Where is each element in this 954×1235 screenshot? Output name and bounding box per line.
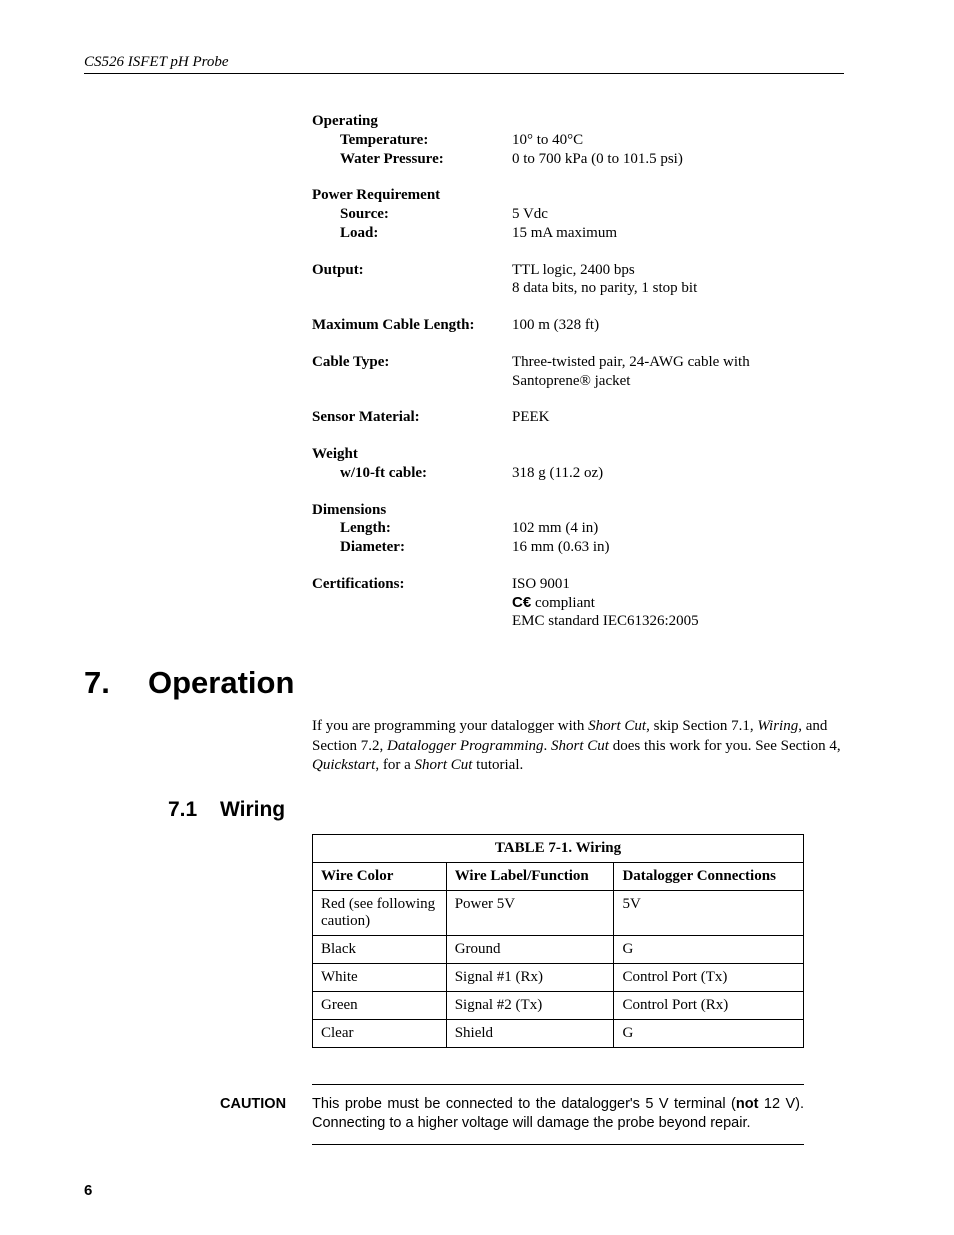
- wiring-col-header: Datalogger Connections: [614, 862, 804, 890]
- running-header: CS526 ISFET pH Probe: [84, 54, 844, 74]
- wiring-cell: Black: [313, 935, 447, 963]
- caution-label: CAUTION: [220, 1095, 286, 1115]
- table-row: Clear Shield G: [313, 1019, 804, 1047]
- spec-source-value: 5 Vdc: [512, 205, 844, 224]
- spec-output-line2: 8 data bits, no parity, 1 stop bit: [512, 279, 844, 298]
- wiring-cell: White: [313, 963, 447, 991]
- section-7-paragraph: If you are programming your datalogger w…: [312, 717, 844, 776]
- spec-sensormat-value: PEEK: [512, 408, 844, 427]
- wiring-table-caption: TABLE 7-1. Wiring: [313, 834, 804, 862]
- spec-dim-title: Dimensions: [312, 501, 512, 520]
- wiring-table: TABLE 7-1. Wiring Wire Color Wire Label/…: [312, 834, 804, 1048]
- wiring-cell: Clear: [313, 1019, 447, 1047]
- wiring-cell: Power 5V: [446, 890, 614, 935]
- spec-temperature-value: 10° to 40°C: [512, 131, 844, 150]
- spec-output-label: Output:: [312, 261, 512, 280]
- wiring-cell: Shield: [446, 1019, 614, 1047]
- spec-load-label: Load:: [312, 224, 512, 243]
- spec-cabletype-line2: Santoprene® jacket: [512, 372, 844, 391]
- table-row: Red (see following caution) Power 5V 5V: [313, 890, 804, 935]
- spec-cablelen-label: Maximum Cable Length:: [312, 316, 512, 335]
- spec-cert-line2: C€ compliant: [512, 594, 844, 613]
- wiring-cell: Red (see following caution): [313, 890, 447, 935]
- wiring-cell: Green: [313, 991, 447, 1019]
- wiring-cell: Control Port (Tx): [614, 963, 804, 991]
- spec-weight-sub-label: w/10-ft cable:: [312, 464, 512, 483]
- spec-dim-diameter-label: Diameter:: [312, 538, 512, 557]
- wiring-cell: Ground: [446, 935, 614, 963]
- spec-pressure-label: Water Pressure:: [312, 150, 512, 169]
- spec-dim-length-label: Length:: [312, 519, 512, 538]
- wiring-cell: Signal #1 (Rx): [446, 963, 614, 991]
- spec-cabletype-line1: Three-twisted pair, 24-AWG cable with: [512, 353, 844, 372]
- section-7-1-number: 7.1: [168, 798, 220, 822]
- table-row: White Signal #1 (Rx) Control Port (Tx): [313, 963, 804, 991]
- spec-cablelen-value: 100 m (328 ft): [512, 316, 844, 335]
- wiring-cell: G: [614, 1019, 804, 1047]
- table-row: Black Ground G: [313, 935, 804, 963]
- spec-output-line1: TTL logic, 2400 bps: [512, 261, 844, 280]
- spec-operating-title: Operating: [312, 112, 512, 131]
- specifications-block: Operating Temperature: 10° to 40°C Water…: [312, 112, 844, 631]
- spec-pressure-value: 0 to 700 kPa (0 to 101.5 psi): [512, 150, 844, 169]
- wiring-cell: 5V: [614, 890, 804, 935]
- spec-temperature-label: Temperature:: [312, 131, 512, 150]
- spec-power-title: Power Requirement: [312, 186, 512, 205]
- wiring-col-header: Wire Color: [313, 862, 447, 890]
- caution-block: CAUTION This probe must be connected to …: [312, 1084, 804, 1145]
- spec-weight-value: 318 g (11.2 oz): [512, 464, 844, 483]
- page-number: 6: [84, 1182, 92, 1199]
- wiring-col-header: Wire Label/Function: [446, 862, 614, 890]
- spec-load-value: 15 mA maximum: [512, 224, 844, 243]
- section-7-1-title: Wiring: [220, 798, 285, 822]
- spec-sensormat-label: Sensor Material:: [312, 408, 512, 427]
- spec-dim-length-value: 102 mm (4 in): [512, 519, 844, 538]
- spec-cert-label: Certifications:: [312, 575, 512, 594]
- spec-cert-line3: EMC standard IEC61326:2005: [512, 612, 844, 631]
- table-row: Green Signal #2 (Tx) Control Port (Rx): [313, 991, 804, 1019]
- section-7-number: 7.: [84, 665, 148, 701]
- spec-cert-line1: ISO 9001: [512, 575, 844, 594]
- section-7-title: Operation: [148, 665, 294, 701]
- wiring-cell: Signal #2 (Tx): [446, 991, 614, 1019]
- wiring-cell: G: [614, 935, 804, 963]
- section-7-1-heading: 7.1 Wiring: [84, 798, 844, 822]
- wiring-cell: Control Port (Rx): [614, 991, 804, 1019]
- spec-weight-title: Weight: [312, 445, 512, 464]
- section-7-heading: 7. Operation: [84, 665, 844, 701]
- spec-source-label: Source:: [312, 205, 512, 224]
- spec-cabletype-label: Cable Type:: [312, 353, 512, 372]
- spec-dim-diameter-value: 16 mm (0.63 in): [512, 538, 844, 557]
